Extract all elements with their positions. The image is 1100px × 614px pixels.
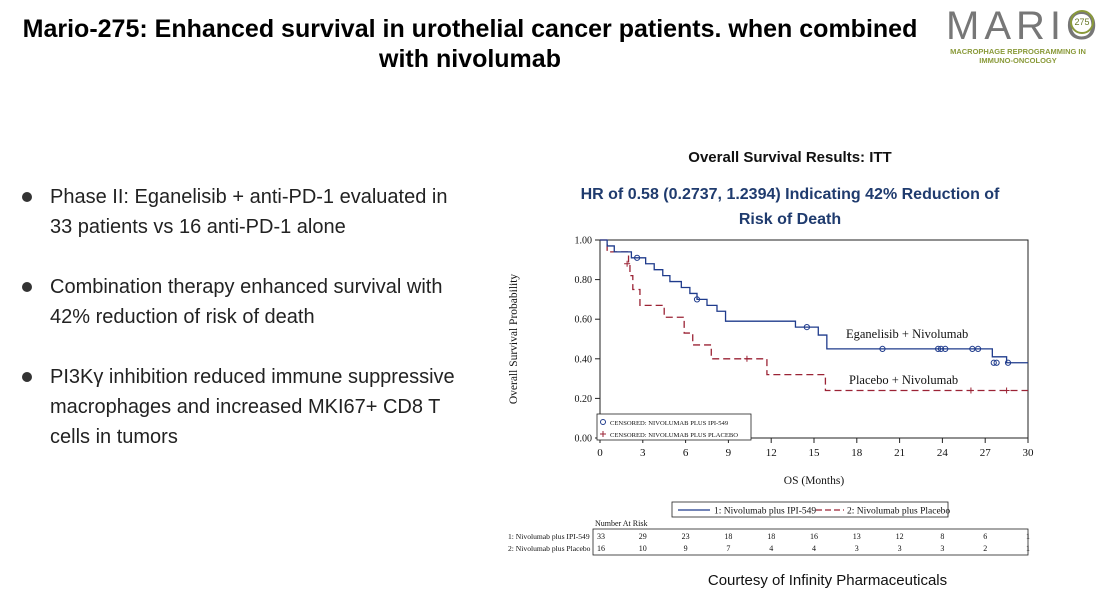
x-tick-label: 15 bbox=[809, 447, 821, 459]
risk-cell: 3 bbox=[898, 544, 902, 553]
x-axis-label: OS (Months) bbox=[784, 475, 845, 487]
combo-censor-mark bbox=[969, 345, 976, 353]
combo-censor-mark bbox=[990, 359, 997, 366]
placebo-censor-mark bbox=[967, 387, 974, 394]
bullet-text: Phase II: Eganelisib + anti-PD-1 evaluat… bbox=[50, 186, 448, 238]
logo-tagline: MACROPHAGE REPROGRAMMING IN IMMUNO-ONCOL… bbox=[950, 47, 1086, 65]
risk-cell: 3 bbox=[940, 544, 944, 553]
bullet-dot-icon bbox=[22, 282, 32, 292]
risk-cell: 4 bbox=[769, 544, 773, 553]
combo-censor-mark bbox=[935, 345, 942, 353]
risk-cell: 6 bbox=[983, 532, 987, 541]
bullet-item: PI3Kγ inhibition reduced immune suppress… bbox=[22, 362, 462, 452]
bullet-list: Phase II: Eganelisib + anti-PD-1 evaluat… bbox=[22, 182, 462, 482]
x-tick-label: 6 bbox=[683, 447, 689, 459]
chart-heading: Overall Survival Results: ITT bbox=[688, 149, 892, 166]
y-axis-label: Overall Survival Probability bbox=[508, 274, 520, 405]
risk-cell: 1 bbox=[1026, 544, 1030, 553]
inset-legend-placebo: CENSORED: NIVOLUMAB PLUS PLACEBO bbox=[610, 432, 738, 439]
y-tick-label: 0.80 bbox=[575, 275, 593, 286]
chart-subheading: HR of 0.58 (0.2737, 1.2394) Indicating 4… bbox=[580, 186, 1000, 228]
risk-row-label: 2: Nivolumab plus Placebo bbox=[508, 544, 591, 553]
risk-row-label: 1: Nivolumab plus IPI-549 bbox=[508, 532, 590, 541]
logo-badge: 275 bbox=[1070, 10, 1094, 34]
placebo-censor-mark bbox=[743, 355, 750, 362]
y-tick-label: 0.00 bbox=[575, 434, 593, 445]
risk-cell: 16 bbox=[597, 544, 605, 553]
placebo-survival-line bbox=[600, 239, 1028, 392]
risk-cell: 29 bbox=[639, 532, 647, 541]
x-tick-label: 3 bbox=[640, 447, 646, 459]
combo-censor-mark bbox=[974, 345, 982, 353]
risk-table-header: Number At Risk bbox=[595, 519, 647, 528]
x-tick-label: 0 bbox=[597, 447, 603, 459]
placebo-censor-mark bbox=[624, 260, 631, 267]
bullet-item: Phase II: Eganelisib + anti-PD-1 evaluat… bbox=[22, 182, 462, 242]
risk-cell: 1 bbox=[1026, 532, 1030, 541]
combo-censor-mark bbox=[633, 254, 641, 261]
bullet-dot-icon bbox=[22, 192, 32, 202]
x-tick-label: 9 bbox=[726, 447, 732, 459]
bullet-text: PI3Kγ inhibition reduced immune suppress… bbox=[50, 366, 455, 448]
risk-cell: 8 bbox=[940, 532, 944, 541]
legend-combo-label: 1: Nivolumab plus IPI-549 bbox=[714, 507, 816, 517]
risk-cell: 23 bbox=[682, 532, 690, 541]
combo-censor-mark bbox=[937, 345, 945, 353]
legend-placebo-label: 2: Nivolumab plus Placebo bbox=[847, 507, 950, 517]
km-survival-chart: 0 3 6 9 12 15 18 21 24 27 300.000.200.400.600.801.… bbox=[508, 236, 1035, 556]
y-tick-label: 1.00 bbox=[575, 236, 593, 247]
combo-censor-mark bbox=[693, 296, 701, 303]
slide-title: Mario-275: Enhanced survival in urotheli… bbox=[22, 15, 918, 73]
combo-censor-mark bbox=[942, 345, 949, 353]
inset-legend-box bbox=[596, 413, 752, 441]
bullet-dot-icon bbox=[22, 372, 32, 382]
combo-censor-mark bbox=[1004, 359, 1012, 366]
risk-cell: 18 bbox=[767, 532, 775, 541]
combo-censor-mark bbox=[879, 345, 886, 353]
combo-annotation: Eganelisib + Nivolumab bbox=[846, 327, 968, 341]
combo-survival-line bbox=[600, 239, 1028, 364]
bullet-item: Combination therapy enhanced survival wi… bbox=[22, 272, 462, 332]
y-tick-label: 0.40 bbox=[575, 354, 593, 365]
risk-cell: 13 bbox=[853, 532, 861, 541]
x-tick-label: 27 bbox=[980, 447, 992, 459]
y-tick-label: 0.60 bbox=[575, 315, 593, 326]
risk-cell: 9 bbox=[684, 544, 688, 553]
placebo-annotation: Placebo + Nivolumab bbox=[849, 373, 958, 387]
inset-legend-combo: CENSORED: NIVOLUMAB PLUS IPI-549 bbox=[610, 420, 729, 427]
combo-censor-mark bbox=[993, 359, 1000, 366]
risk-cell: 10 bbox=[639, 544, 647, 553]
risk-table-frame bbox=[592, 528, 1029, 556]
risk-cell: 4 bbox=[812, 544, 816, 553]
y-tick-label: 0.20 bbox=[575, 394, 593, 405]
x-tick-label: 12 bbox=[766, 447, 777, 459]
inset-legend-plus-icon bbox=[600, 431, 606, 437]
x-tick-label: 18 bbox=[851, 447, 863, 459]
placebo-censor-mark bbox=[1003, 387, 1010, 394]
combo-censor-mark bbox=[803, 324, 810, 331]
risk-cell: 12 bbox=[896, 532, 904, 541]
x-tick-label: 24 bbox=[937, 447, 949, 459]
mario-logo: MARIO 275 MACROPHAGE REPROGRAMMING IN IM… bbox=[942, 4, 1097, 65]
legend-box bbox=[671, 501, 949, 518]
bullet-text: Combination therapy enhanced survival wi… bbox=[50, 276, 443, 328]
risk-cell: 16 bbox=[810, 532, 818, 541]
x-tick-label: 30 bbox=[1023, 447, 1035, 459]
risk-cell: 7 bbox=[726, 544, 730, 553]
risk-cell: 33 bbox=[597, 532, 605, 541]
risk-cell: 18 bbox=[724, 532, 732, 541]
risk-cell: 2 bbox=[983, 544, 987, 553]
inset-legend-circle-icon bbox=[600, 419, 606, 425]
risk-cell: 3 bbox=[855, 544, 859, 553]
x-tick-label: 21 bbox=[894, 447, 905, 459]
courtesy-note: Courtesy of Infinity Pharmaceuticals bbox=[707, 572, 948, 589]
